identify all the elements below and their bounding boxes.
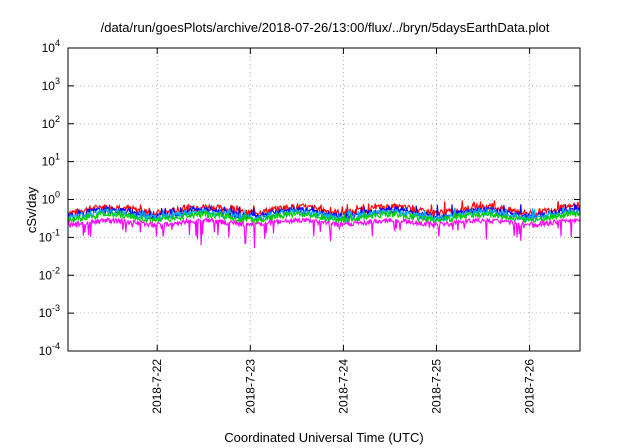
y-tick-label: 104 <box>42 38 60 55</box>
y-tick-label: 103 <box>42 76 60 93</box>
x-tick-label: 2018-7-23 <box>243 359 257 414</box>
series-line-5 <box>67 216 581 249</box>
x-axis-label: Coordinated Universal Time (UTC) <box>224 430 423 445</box>
x-tick-label: 2018-7-22 <box>150 359 164 414</box>
x-tick-label: 2018-7-24 <box>336 359 350 414</box>
series-line-3 <box>67 206 581 224</box>
y-axis-label: cSv/day <box>24 186 39 233</box>
y-tick-label: 10-4 <box>39 341 60 358</box>
y-tick-label: 101 <box>42 152 60 169</box>
y-tick-label: 102 <box>42 114 60 131</box>
y-tick-label: 10-3 <box>39 303 60 320</box>
grid <box>68 48 580 351</box>
series-line-4 <box>67 209 581 225</box>
chart-title: /data/run/goesPlots/archive/2018-07-26/1… <box>101 20 550 35</box>
series-group <box>67 200 581 249</box>
x-axis: 2018-7-22 2018-7-23 2018-7-24 2018-7-25 2018… <box>150 48 537 414</box>
series-line-1 <box>67 200 581 218</box>
y-axis: 10-4 10-3 10-2 10-1 100 101 102 103 104 <box>39 38 580 358</box>
y-tick-label: 100 <box>42 190 60 207</box>
x-tick-label: 2018-7-25 <box>429 359 443 414</box>
x-tick-label: 2018-7-26 <box>523 359 537 414</box>
y-tick-label: 10-1 <box>39 227 60 244</box>
y-tick-label: 10-2 <box>39 265 60 282</box>
